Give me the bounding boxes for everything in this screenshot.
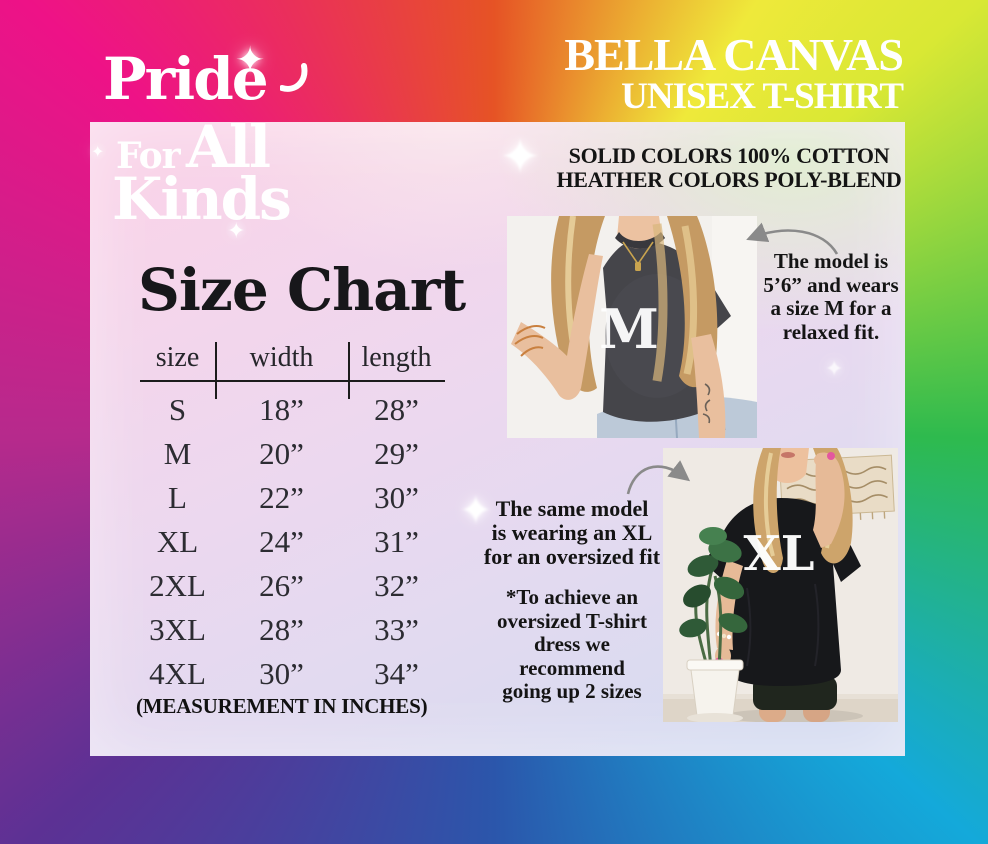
table-cell: 20” [259, 436, 304, 471]
table-cell: 24” [259, 524, 304, 559]
table-divider-line [215, 342, 217, 399]
note-line: for an oversized fit [483, 543, 661, 569]
sparkle-icon: ✦ [459, 488, 493, 533]
oversized-fit-note: The same model is wearing an XL for an o… [472, 497, 672, 568]
sparkle-icon: ✦ [825, 356, 844, 381]
table-cell: 34” [374, 656, 419, 691]
sparkle-icon: ✦ [500, 131, 541, 184]
model-photo-size-m: M [507, 216, 757, 438]
sparkle-icon: ✦ [91, 144, 105, 161]
shirt-size-label-m: M [599, 297, 659, 361]
table-cell: 2XL [149, 568, 206, 603]
logo-word-all: All [186, 113, 271, 181]
size-chart-body: S 18” 28” M 20” 29” L 22” 30” XL 24” 31”… [140, 388, 445, 696]
curved-arrow-to-model-m-icon [746, 222, 839, 255]
materials-note: SOLID COLORS 100% COTTON HEATHER COLORS … [545, 144, 913, 191]
column-header-size: size [155, 342, 200, 373]
model-photo-size-xl: XL [663, 448, 898, 722]
note-line: The same model [495, 496, 649, 521]
note-line: 5’6” and wears [763, 272, 899, 297]
logo-word-pride: Pride [103, 45, 269, 113]
shirt-size-label-xl: XL [744, 526, 815, 582]
note-line: *To achieve an [505, 585, 639, 609]
table-cell: XL [156, 524, 199, 559]
logo-swash-icon [280, 63, 308, 92]
table-cell: L [168, 480, 187, 515]
note-line: The model is [773, 249, 889, 273]
sparkle-icon: ✦ [227, 218, 246, 243]
table-divider-line [348, 342, 350, 399]
size-chart-title: Size Chart [138, 256, 466, 324]
table-cell: 28” [259, 612, 304, 647]
table-cell: 4XL [149, 656, 206, 691]
table-cell: 22” [259, 480, 304, 515]
relaxed-fit-note: The model is 5’6” and wears a size M for… [755, 249, 907, 344]
note-line: a size M for a [770, 296, 892, 321]
logo-word-for: For [116, 135, 181, 177]
oversize-tip-note: *To achieve an oversized T-shirt dress w… [472, 585, 672, 704]
table-cell: 31” [374, 524, 419, 559]
note-line: recommend [519, 655, 625, 680]
note-line: relaxed fit. [782, 319, 880, 344]
table-cell: 33” [374, 612, 419, 647]
measurement-units-note: (MEASUREMENT IN INCHES) [136, 694, 428, 718]
note-line: going up 2 sizes [502, 679, 642, 704]
table-cell: 30” [259, 656, 304, 691]
table-cell: 29” [374, 436, 419, 471]
column-header-width: width [249, 342, 314, 373]
product-title-line1: BELLA CANVAS [564, 29, 904, 80]
table-cell: 26” [259, 568, 304, 603]
note-line: oversized T-shirt [497, 608, 647, 633]
note-line: is wearing an XL [491, 519, 653, 545]
materials-line2: HEATHER COLORS POLY-BLEND [556, 166, 902, 192]
logo-word-kinds: Kinds [112, 165, 292, 233]
table-cell: 32” [374, 568, 419, 603]
curved-arrow-to-model-xl-icon [626, 460, 691, 495]
product-title-line2: UNISEX T-SHIRT [621, 76, 904, 117]
table-cell: 30” [374, 480, 419, 515]
table-cell: 28” [374, 392, 419, 427]
materials-line1: SOLID COLORS 100% COTTON [568, 143, 890, 168]
table-cell: M [163, 436, 192, 471]
size-chart-header-row: size width length [140, 336, 445, 380]
note-line: dress we [533, 632, 611, 657]
column-header-length: length [361, 342, 432, 373]
size-chart-table: size width length S 18” 28” M 20” 29” L … [140, 336, 445, 696]
table-cell: 3XL [149, 612, 206, 647]
table-cell: S [168, 392, 187, 427]
table-cell: 18” [259, 392, 304, 427]
table-header-underline [140, 380, 445, 382]
sparkle-icon: ✦ [235, 40, 266, 80]
product-title: BELLA CANVAS UNISEX T-SHIRT [500, 29, 904, 117]
